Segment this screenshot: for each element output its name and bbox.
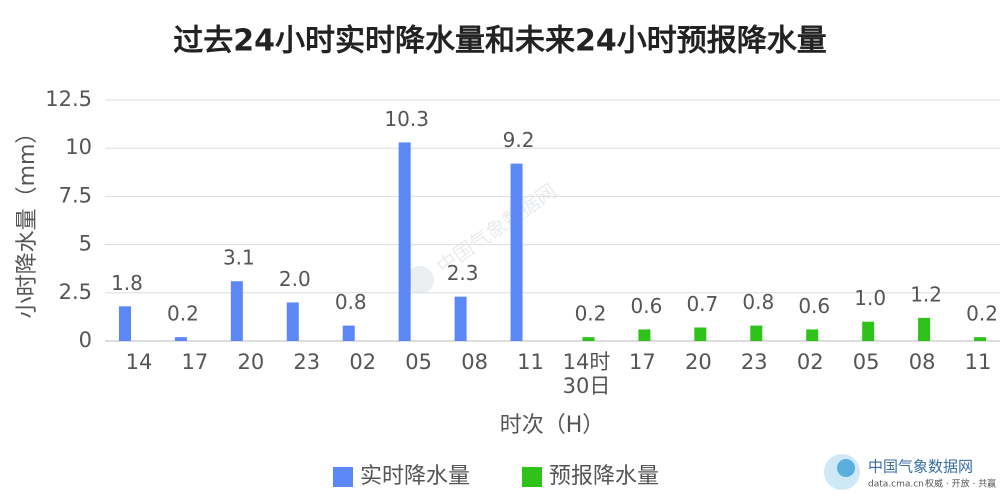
chart-title: 过去24小时实时降水量和未来24小时预报降水量 bbox=[173, 24, 827, 59]
watermark-icon bbox=[406, 266, 434, 294]
x-tick-label: 14 bbox=[125, 350, 153, 374]
x-tick-label: 11 bbox=[964, 350, 992, 374]
x-tick-label: 23 bbox=[740, 350, 768, 374]
y-tick-label: 12.5 bbox=[45, 87, 92, 111]
logo-name: 中国气象数据网 bbox=[868, 458, 973, 476]
value-label: 0.2 bbox=[167, 302, 199, 326]
x-tick-label: 02 bbox=[796, 350, 824, 374]
bar bbox=[694, 327, 707, 341]
x-tick-label: 02 bbox=[349, 350, 377, 374]
value-label: 0.8 bbox=[335, 290, 367, 314]
value-label: 2.0 bbox=[279, 267, 311, 291]
bar bbox=[862, 321, 875, 341]
x-axis-label: 时次（H） bbox=[500, 413, 605, 438]
bar bbox=[974, 337, 987, 341]
logo-url: data.cma.cn bbox=[868, 480, 924, 490]
x-tick-label: 05 bbox=[405, 350, 433, 374]
legend-swatch bbox=[333, 467, 353, 487]
y-tick-label: 5 bbox=[79, 232, 92, 256]
logo-slogan: 权威 · 开放 · 共赢 bbox=[925, 478, 996, 490]
x-tick-label: 23 bbox=[293, 350, 321, 374]
value-label: 1.0 bbox=[854, 286, 886, 310]
y-tick-label: 7.5 bbox=[59, 183, 92, 207]
x-tick-label: 08 bbox=[461, 350, 488, 374]
logo-icon-inner bbox=[837, 459, 855, 477]
bar bbox=[806, 329, 819, 341]
x-tick-label: 14时 30日 bbox=[562, 350, 611, 398]
bar bbox=[454, 296, 467, 341]
value-label: 10.3 bbox=[384, 107, 429, 131]
value-label: 0.2 bbox=[966, 302, 998, 326]
value-label: 0.8 bbox=[742, 290, 774, 314]
legend-label: 预报降水量 bbox=[549, 464, 659, 489]
bar bbox=[582, 337, 595, 341]
bar bbox=[342, 325, 355, 341]
value-label: 1.8 bbox=[111, 271, 143, 295]
bar bbox=[230, 281, 243, 341]
x-tick-label: 17 bbox=[629, 350, 656, 374]
bar bbox=[638, 329, 651, 341]
x-tick-label: 08 bbox=[908, 350, 936, 374]
legend-label: 实时降水量 bbox=[360, 464, 470, 489]
x-tick-label: 05 bbox=[852, 350, 880, 374]
bar bbox=[118, 306, 131, 341]
legend-swatch bbox=[522, 467, 542, 487]
x-tick-label: 11 bbox=[517, 350, 544, 374]
bar bbox=[286, 302, 299, 341]
value-label: 0.6 bbox=[798, 294, 830, 318]
value-label: 1.2 bbox=[910, 282, 942, 306]
x-tick-label: 20 bbox=[237, 350, 265, 374]
bar bbox=[398, 142, 411, 341]
bar bbox=[510, 163, 523, 341]
y-tick-label: 10 bbox=[65, 135, 92, 159]
value-label: 9.2 bbox=[503, 128, 535, 152]
y-axis-label: 小时降水量（mm） bbox=[15, 122, 40, 319]
bar bbox=[750, 325, 763, 341]
bar bbox=[918, 317, 931, 341]
x-tick-label: 20 bbox=[684, 350, 712, 374]
value-label: 0.6 bbox=[631, 294, 663, 318]
value-label: 2.3 bbox=[447, 261, 479, 285]
y-tick-label: 2.5 bbox=[59, 280, 92, 304]
value-label: 0.7 bbox=[686, 292, 718, 316]
bar bbox=[174, 337, 187, 341]
x-tick-label: 17 bbox=[181, 350, 209, 374]
value-label: 0.2 bbox=[575, 302, 607, 326]
value-label: 3.1 bbox=[223, 246, 255, 270]
y-tick-label: 0 bbox=[79, 328, 92, 352]
